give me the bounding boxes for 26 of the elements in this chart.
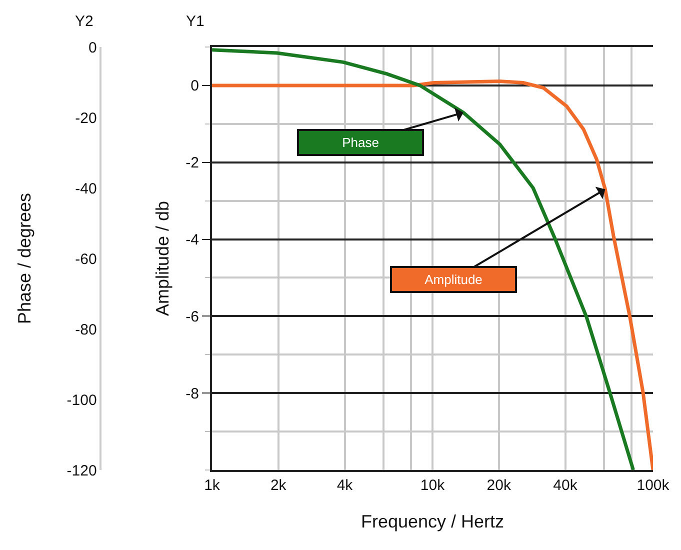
y-tick-label: -6	[186, 308, 199, 326]
text: Phase	[342, 135, 379, 150]
y2-tick-label: -40	[75, 180, 97, 198]
x-tick-label: 10k	[420, 477, 446, 494]
text: Amplitude	[424, 272, 482, 287]
y-axis-title: Amplitude / db	[152, 200, 172, 316]
y-tick-label: -2	[186, 154, 199, 172]
y-tick-label: -4	[186, 232, 199, 249]
y2-tick-label: -60	[75, 250, 97, 268]
x-tick-label: 100k	[636, 477, 670, 494]
y2-tick-label: -80	[75, 321, 97, 338]
text: Y1	[186, 13, 204, 30]
x-tick-label: 20k	[486, 477, 512, 494]
x-axis-title: Frequency / Hertz	[360, 512, 504, 532]
y2-tick-label: 0	[88, 39, 97, 56]
y-tick-label: -8	[186, 385, 199, 402]
y2-tick-label: -120	[66, 462, 97, 480]
text: Y2	[75, 13, 94, 30]
y2-axis-title: Phase / degrees	[14, 192, 34, 324]
x-tick-label: 40k	[553, 477, 578, 494]
x-tick-label: 4k	[336, 477, 354, 494]
y2-tick-label: -20	[75, 110, 97, 127]
y-tick-label: 0	[190, 78, 199, 95]
x-tick-label: 1k	[204, 477, 220, 494]
x-tick-label: 2k	[270, 477, 287, 494]
y2-tick-label: -100	[66, 392, 97, 409]
